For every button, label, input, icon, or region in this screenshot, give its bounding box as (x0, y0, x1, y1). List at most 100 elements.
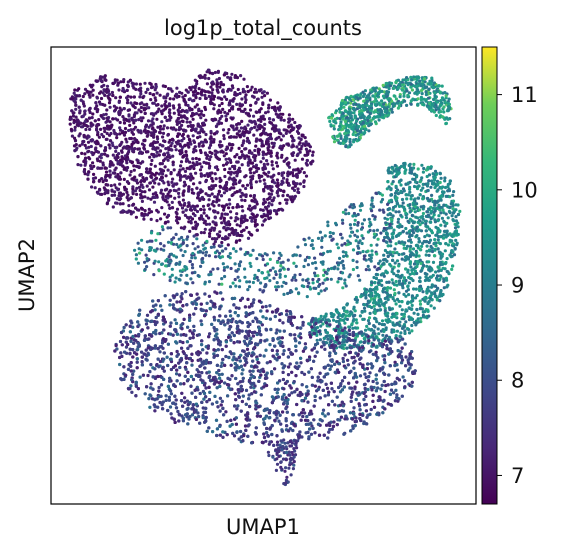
scatter-point (400, 300, 404, 304)
scatter-point (419, 316, 423, 320)
scatter-point (75, 118, 80, 122)
scatter-point (182, 184, 186, 188)
scatter-point (426, 278, 430, 282)
scatter-point (428, 269, 432, 273)
scatter-point (183, 93, 187, 98)
scatter-point (218, 230, 222, 234)
scatter-point (113, 78, 117, 82)
scatter-point (141, 160, 145, 164)
scatter-point (200, 75, 204, 79)
scatter-point (235, 92, 240, 97)
scatter-point (278, 201, 282, 205)
scatter-point (155, 91, 159, 95)
scatter-point (202, 113, 206, 117)
scatter-point (260, 132, 264, 136)
scatter-point (116, 155, 120, 159)
scatter-point (84, 123, 88, 128)
scatter-point (374, 276, 378, 280)
scatter-point (437, 269, 441, 273)
scatter-point (392, 86, 396, 90)
scatter-point (291, 144, 295, 148)
scatter-point (326, 337, 330, 341)
scatter-point (291, 151, 296, 155)
scatter-point (91, 112, 95, 116)
scatter-point (394, 81, 398, 85)
scatter-point (197, 142, 201, 146)
scatter-point (191, 117, 195, 121)
scatter-point (439, 223, 443, 227)
scatter-point (203, 90, 208, 94)
scatter-point (418, 193, 422, 197)
scatter-point (291, 139, 295, 143)
scatter-point (142, 217, 146, 221)
scatter-point (199, 116, 203, 120)
scatter-point (254, 163, 258, 167)
scatter-point (264, 152, 268, 156)
scatter-point (438, 299, 442, 303)
scatter-point (440, 194, 444, 198)
scatter-point (378, 89, 382, 93)
scatter-point (153, 195, 157, 199)
scatter-point (144, 90, 148, 94)
scatter-point (197, 87, 201, 91)
scatter-point (72, 99, 76, 103)
scatter-point (105, 108, 109, 112)
scatter-point (411, 221, 416, 225)
scatter-point (391, 236, 395, 240)
scatter-point (160, 120, 164, 124)
scatter-point (177, 139, 181, 143)
scatter-point (410, 277, 414, 281)
scatter-point (127, 108, 132, 112)
scatter-point (291, 198, 295, 202)
scatter-point (425, 291, 429, 295)
scatter-point (399, 164, 404, 168)
scatter-point (410, 88, 414, 92)
scatter-point (379, 109, 383, 113)
scatter-point (213, 216, 217, 220)
scatter-point (217, 198, 221, 202)
scatter-point (123, 126, 128, 131)
scatter-point (73, 88, 77, 92)
scatter-point (392, 329, 396, 334)
scatter-point (166, 133, 170, 137)
scatter-point (282, 159, 286, 163)
scatter-point (417, 237, 421, 241)
scatter-point (449, 255, 453, 259)
scatter-point (434, 270, 438, 274)
scatter-point (359, 340, 363, 344)
scatter-point (201, 144, 205, 148)
scatter-point (271, 145, 275, 149)
scatter-point (437, 278, 441, 282)
scatter-point (391, 267, 395, 271)
scatter-point (142, 146, 146, 150)
scatter-point (433, 218, 437, 222)
scatter-point (195, 160, 199, 164)
scatter-point (389, 198, 393, 202)
scatter-point (345, 123, 349, 127)
scatter-point (84, 127, 88, 132)
scatter-point (305, 158, 309, 163)
scatter-point (394, 97, 398, 101)
scatter-point (176, 117, 180, 121)
scatter-point (220, 144, 224, 148)
scatter-point (412, 162, 416, 166)
scatter-point (202, 211, 206, 215)
scatter-point (239, 109, 244, 113)
scatter-point (367, 321, 371, 326)
scatter-point (234, 240, 238, 244)
scatter-point (381, 262, 385, 266)
scatter-point (168, 97, 172, 101)
scatter-point (168, 108, 172, 112)
scatter-point (219, 82, 223, 86)
scatter-point (414, 215, 418, 219)
scatter-point (96, 133, 100, 137)
scatter-point (149, 98, 153, 102)
scatter-point (385, 319, 389, 323)
scatter-point (453, 247, 457, 251)
scatter-point (196, 196, 200, 200)
scatter-point (91, 176, 96, 181)
scatter-point (338, 124, 342, 128)
scatter-point (371, 117, 375, 121)
scatter-point (163, 212, 167, 216)
scatter-point (126, 210, 130, 214)
